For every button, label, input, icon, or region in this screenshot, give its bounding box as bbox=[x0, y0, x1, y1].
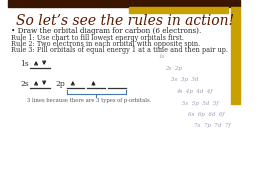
Bar bbox=[129, 7, 228, 13]
Text: 5s  5p  5d  5f: 5s 5p 5d 5f bbox=[182, 100, 219, 106]
Text: 6s  6p  6d  6f: 6s 6p 6d 6f bbox=[188, 112, 224, 117]
Text: 1s: 1s bbox=[20, 60, 29, 68]
Text: 3 lines because there are 3 types of p-orbitals.: 3 lines because there are 3 types of p-o… bbox=[27, 98, 151, 103]
Text: Rule 3: Fill orbitals of equal energy 1 at a time and then pair up.: Rule 3: Fill orbitals of equal energy 1 … bbox=[11, 46, 228, 54]
Text: 4s  4p  4d  4f: 4s 4p 4d 4f bbox=[176, 89, 213, 94]
Text: 7s  7p  7d  7f: 7s 7p 7d 7f bbox=[194, 124, 230, 128]
Bar bbox=[8, 0, 240, 7]
Text: • Draw the orbital diagram for carbon (6 electrons).: • Draw the orbital diagram for carbon (6… bbox=[11, 27, 201, 35]
Text: 2s: 2s bbox=[20, 80, 29, 88]
Text: 3s  3p  3d: 3s 3p 3d bbox=[170, 77, 198, 82]
Bar bbox=[231, 7, 240, 104]
Text: So let’s see the rules in action!: So let’s see the rules in action! bbox=[16, 14, 234, 28]
Text: 1s: 1s bbox=[159, 55, 165, 60]
Text: Rule 1: Use chart to fill lowest energy orbitals first.: Rule 1: Use chart to fill lowest energy … bbox=[11, 34, 184, 42]
Text: 2p: 2p bbox=[55, 80, 65, 88]
Text: Rule 2: Two electrons in each orbital with opposite spin.: Rule 2: Two electrons in each orbital wi… bbox=[11, 40, 200, 48]
Text: 2s  2p: 2s 2p bbox=[165, 66, 182, 71]
